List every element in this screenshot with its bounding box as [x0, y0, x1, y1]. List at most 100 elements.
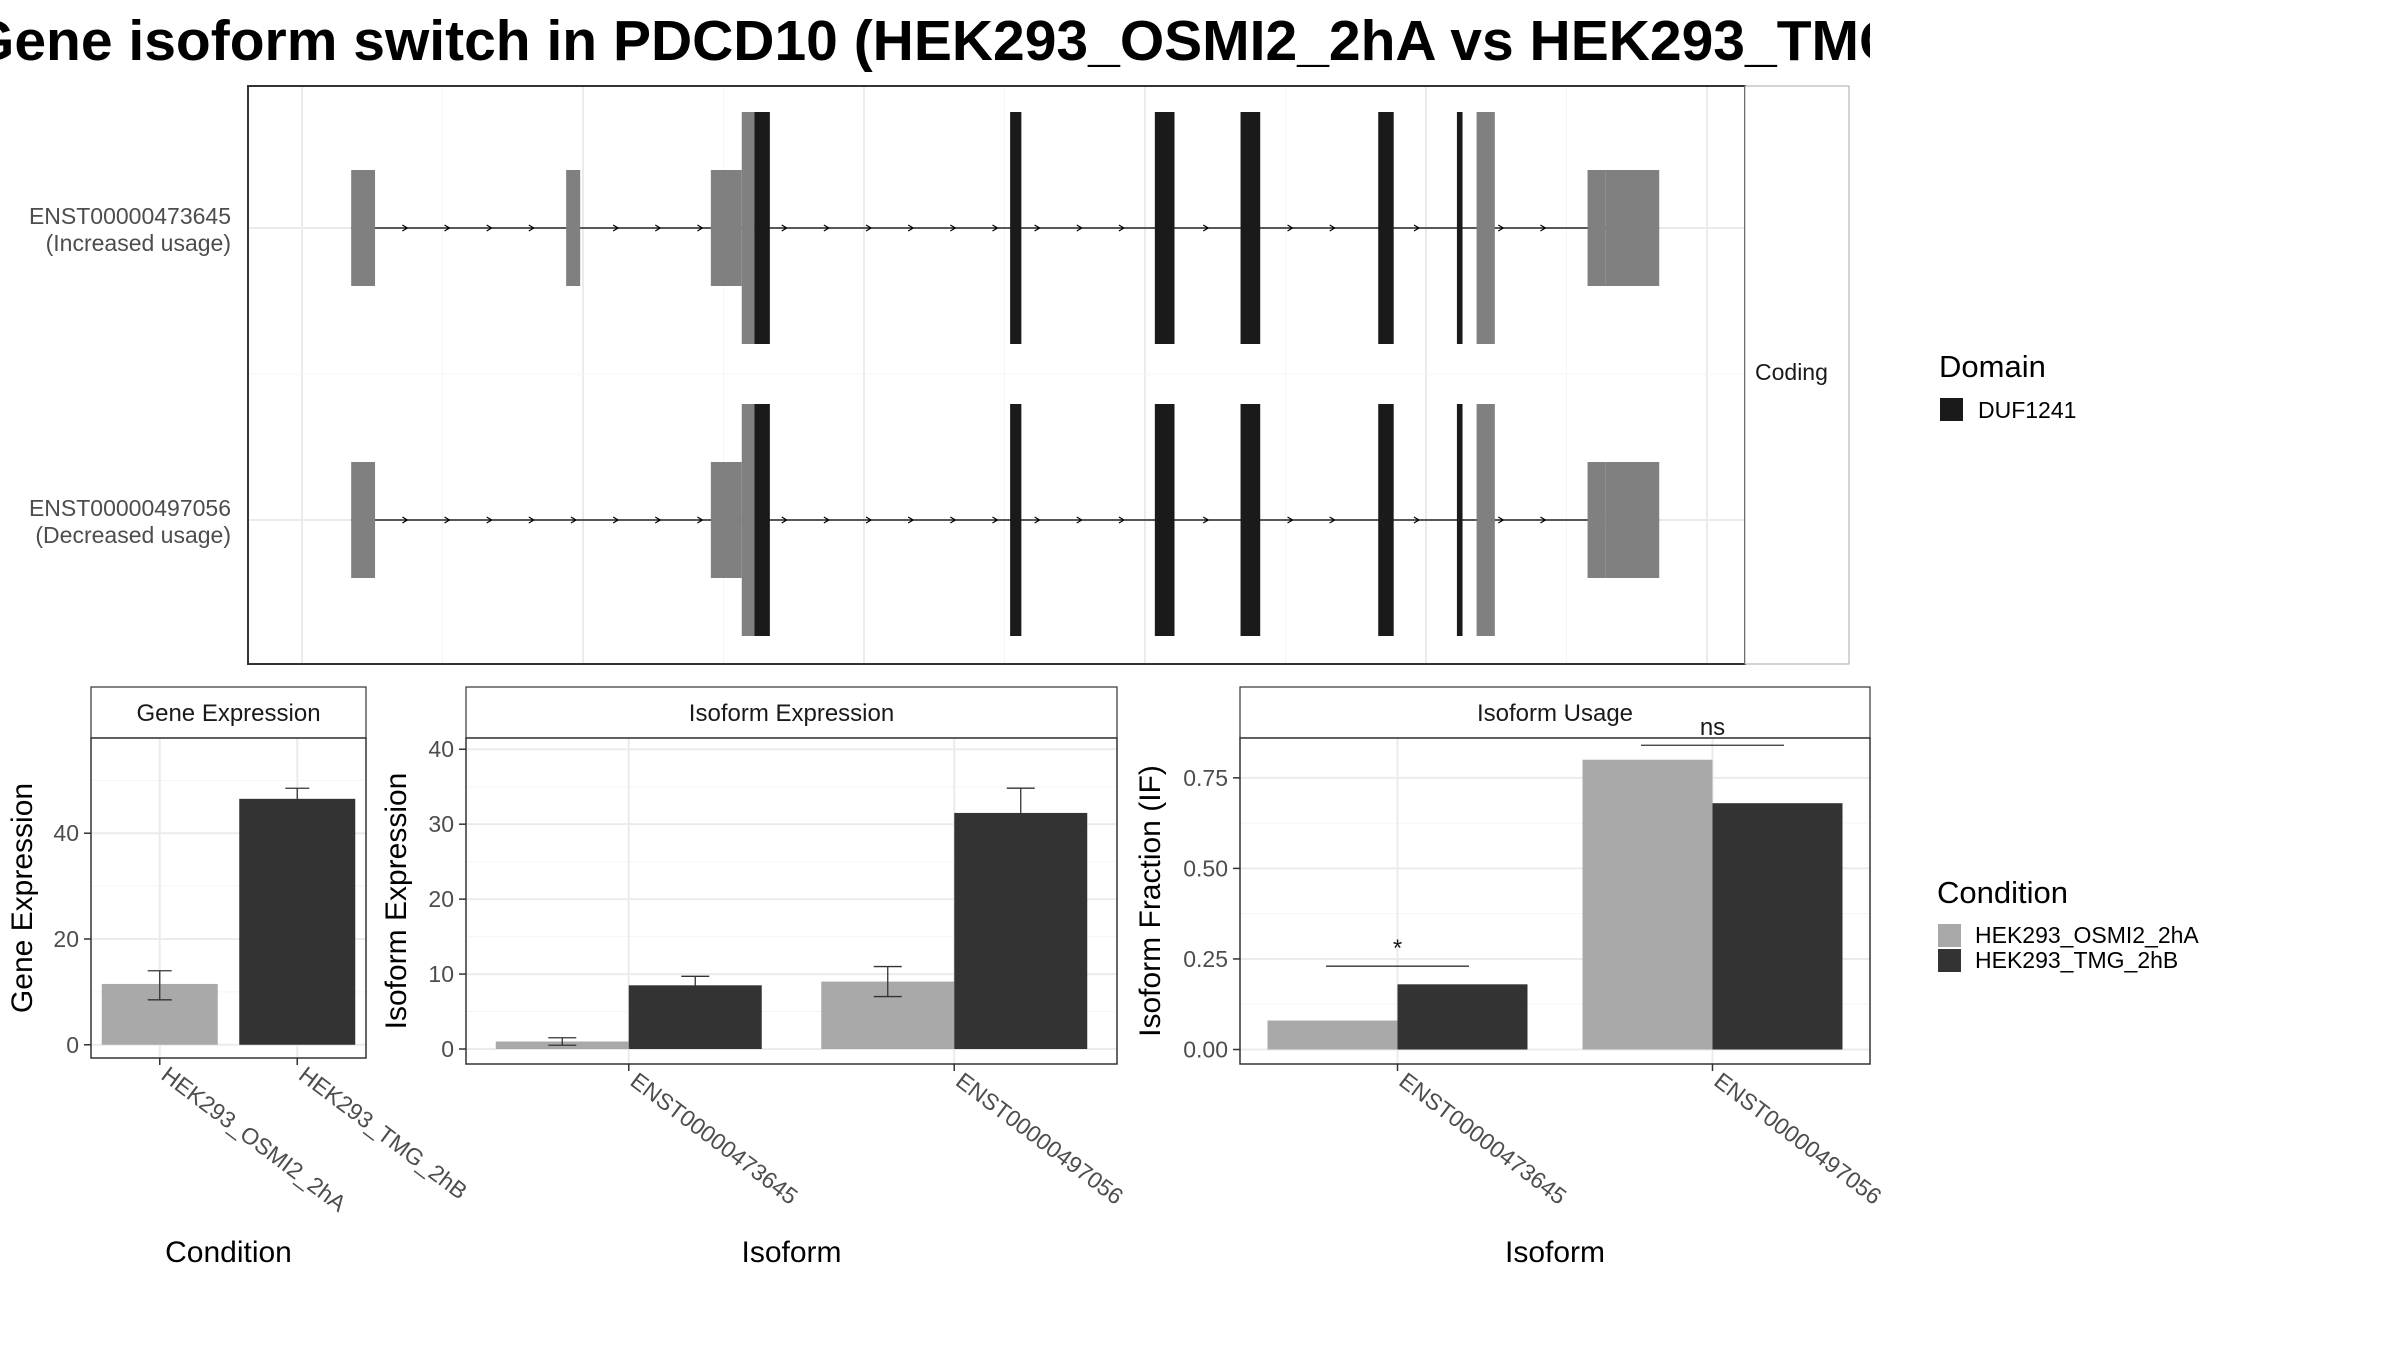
- domain-exon: [1154, 404, 1175, 636]
- utr-exon: [710, 170, 742, 286]
- bar: [239, 798, 356, 1045]
- x-tick-label: ENST00000497056: [951, 1067, 1128, 1209]
- legends: Domain DUF1241 Condition HEK293_OSMI2_2hAHE…: [1937, 349, 2199, 973]
- intron-direction-arrow: [697, 516, 704, 524]
- intron-direction-arrow: [992, 516, 999, 524]
- condition-legend-swatch: [1938, 949, 1961, 972]
- utr-exon: [1476, 112, 1495, 344]
- transcript-usage-note: (Increased usage): [46, 230, 231, 256]
- intron-direction-arrow: [444, 224, 451, 232]
- bar: [1397, 984, 1528, 1050]
- intron-direction-arrow: [402, 224, 409, 232]
- panel-title: Gene Expression: [136, 700, 320, 727]
- transcript-id-label: ENST00000497056: [29, 495, 231, 521]
- domain-exon: [754, 112, 770, 344]
- title-clip: Gene isoform switch in PDCD10 (HEK293_OS…: [0, 0, 1870, 90]
- x-axis-title: Isoform: [1505, 1236, 1605, 1269]
- utr-exon: [351, 170, 376, 286]
- intron-direction-arrow: [781, 516, 788, 524]
- intron-direction-arrow: [823, 516, 831, 524]
- domain-exon: [1010, 112, 1022, 344]
- intron-direction-arrow: [907, 516, 915, 524]
- intron-direction-arrow: [1202, 224, 1210, 232]
- panel-strip: [1239, 686, 1871, 739]
- isoform-usage-panel: Isoform Usage 0.00 0.25 0.50 0.75 ENST0000047…: [1134, 686, 1887, 1269]
- intron-direction-arrow: [402, 516, 409, 524]
- domain-exon: [1378, 112, 1394, 344]
- error-bar: [548, 1037, 577, 1046]
- y-tick-label: 0.00: [1183, 1037, 1228, 1063]
- x-axis-title: Isoform: [741, 1236, 841, 1269]
- bar: [954, 812, 1088, 1050]
- error-bar: [681, 975, 710, 994]
- utr-exon: [1605, 170, 1660, 286]
- intron-direction-arrow: [1034, 224, 1041, 232]
- y-tick-label: 30: [428, 811, 454, 837]
- intron-direction-arrow: [654, 224, 662, 232]
- domain-exon: [1240, 112, 1261, 344]
- intron-direction-arrow: [1497, 516, 1505, 524]
- panel-title: Isoform Usage: [1477, 700, 1633, 727]
- x-tick-label: ENST00000473645: [1394, 1067, 1571, 1209]
- condition-legend-title: Condition: [1937, 875, 2068, 910]
- domain-exon: [1378, 404, 1394, 636]
- intron-direction-arrow: [1076, 224, 1083, 232]
- y-tick-label: 20: [53, 926, 79, 952]
- intron-direction-arrow: [992, 224, 999, 232]
- utr-exon: [741, 112, 755, 344]
- error-bar: [1006, 787, 1035, 837]
- error-bar: [285, 787, 310, 811]
- intron-direction-arrow: [486, 516, 493, 524]
- intron-direction-arrow: [1329, 224, 1336, 232]
- utr-exon: [710, 462, 742, 578]
- intron-direction-arrow: [612, 224, 620, 232]
- utr-exon: [1605, 462, 1660, 578]
- condition-legend-swatch: [1938, 924, 1961, 947]
- bar: [1712, 803, 1843, 1050]
- utr-exon: [1587, 462, 1606, 578]
- intron-direction-arrow: [823, 224, 831, 232]
- intron-direction-arrow: [865, 224, 873, 232]
- error-bar: [873, 965, 902, 998]
- y-tick-label: 0: [441, 1036, 454, 1062]
- intron-direction-arrow: [1540, 224, 1547, 232]
- intron-direction-arrow: [865, 516, 873, 524]
- transcript-plot-background: [248, 86, 1745, 664]
- panel-border: [1239, 737, 1871, 1065]
- intron-direction-arrow: [1413, 516, 1421, 524]
- intron-direction-arrow: [1413, 224, 1421, 232]
- panel-border: [90, 737, 367, 1059]
- panel-strip: [465, 686, 1118, 739]
- y-tick-label: 40: [428, 736, 454, 762]
- intron-direction-arrow: [697, 224, 704, 232]
- y-tick-label: 0.50: [1183, 855, 1228, 881]
- intron-direction-arrow: [781, 224, 788, 232]
- bar: [628, 985, 762, 1050]
- significance-label: ns: [1700, 714, 1725, 741]
- intron-direction-arrow: [1118, 516, 1126, 524]
- intron-direction-arrow: [1034, 516, 1041, 524]
- intron-direction-arrow: [1118, 224, 1126, 232]
- intron-direction-arrow: [1329, 516, 1336, 524]
- transcript-structure-panel: ENST00000473645(Increased usage) ENST0000…: [29, 85, 1850, 665]
- isoform-expression-panel: Isoform Expression 0 10 20 30 40 ENST000004736…: [380, 686, 1128, 1269]
- utr-exon: [1476, 404, 1495, 636]
- panel-title: Isoform Expression: [689, 700, 894, 727]
- utr-exon: [1587, 170, 1606, 286]
- intron-direction-arrow: [950, 516, 957, 524]
- intron-direction-arrow: [528, 516, 535, 524]
- transcript-usage-note: (Decreased usage): [35, 522, 231, 548]
- y-axis-title: Isoform Fraction (IF): [1134, 765, 1167, 1037]
- utr-exon: [566, 170, 581, 286]
- domain-exon: [1010, 404, 1022, 636]
- condition-legend-label: HEK293_OSMI2_2hA: [1975, 922, 2199, 948]
- y-tick-label: 20: [428, 886, 454, 912]
- y-tick-label: 0.25: [1183, 946, 1228, 972]
- transcript-id-label: ENST00000473645: [29, 203, 231, 229]
- intron-direction-arrow: [528, 224, 535, 232]
- domain-legend-label: DUF1241: [1978, 397, 2076, 423]
- domain-exon: [1240, 404, 1261, 636]
- intron-direction-arrow: [1287, 224, 1294, 232]
- intron-direction-arrow: [444, 516, 451, 524]
